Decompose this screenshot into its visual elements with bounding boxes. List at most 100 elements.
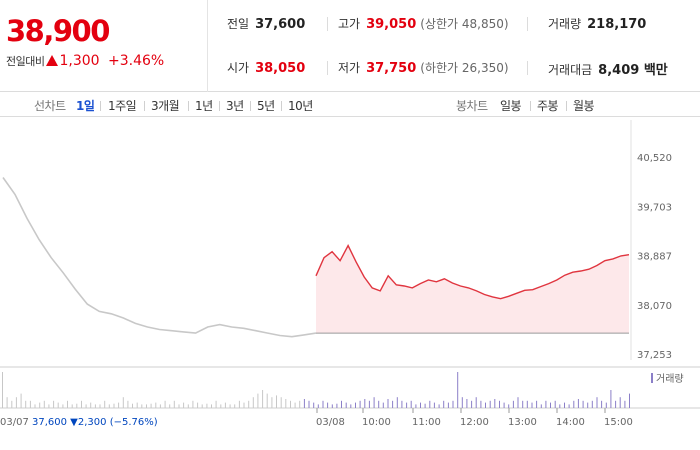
volume-bar [526,400,528,408]
volume-bar [43,400,45,408]
series-line-previous-day [2,177,317,338]
volume-legend-label: 거래량 [656,373,684,385]
volume-bar [238,400,240,408]
tab-1year[interactable]: 1년 [195,99,213,113]
volume-bar [67,400,68,408]
tab-daily-candle[interactable]: 일봉 [500,99,522,113]
tab-weekly-candle[interactable]: 주봉 [537,99,559,113]
volume-bar [280,397,282,408]
volume-bar [146,404,147,408]
volume-bar [624,400,626,408]
stat-label: 전일 [227,17,250,31]
prev-day-info: 03/07 37,600 ▼2,300 (−5.76%) [0,417,158,428]
y-tick-label: 39,703 [637,202,672,213]
stat-value: 38,050 [255,61,306,76]
change-row: 전일대비 1,300 +3.46% [6,53,164,69]
stat-value: 218,170 [587,17,647,32]
volume-bar [271,397,273,408]
volume-bar [415,404,417,408]
tab-1week[interactable]: 1주일 [108,99,137,113]
volume-bar [229,404,231,408]
volume-bar [224,402,226,408]
stat-value: 39,050 [366,17,417,32]
volume-bar [25,400,27,408]
stat-label: 저가 [338,61,361,75]
volume-bar [494,399,496,408]
volume-bar [331,404,333,408]
volume-bar [187,404,189,408]
volume-bar [517,397,519,408]
x-tick-label: 11:00 [412,417,441,428]
volume-bar [452,400,454,408]
y-tick-label: 38,070 [637,301,672,312]
stock-summary-panel: 38,900 전일대비 1,300 +3.46% 전일 37,600 고가 39,05… [0,0,700,92]
volume-bar [248,400,250,408]
volume-bar [104,400,106,408]
volume-bar [294,402,296,408]
volume-bar [596,397,598,408]
volume-bar [252,397,254,408]
volume-bar [355,402,356,408]
volume-bar [94,404,96,408]
volume-bar [308,400,310,408]
volume-bar [206,403,208,408]
volume-bar [178,404,180,408]
volume-bar [290,400,291,408]
volume-bar [582,400,584,408]
up-triangle-icon [46,55,59,66]
divider [281,101,282,111]
volume-bar [461,397,463,408]
volume-bar [164,400,166,408]
volume-bar [257,393,259,408]
volume-bar [132,403,133,408]
volume-bar [215,400,217,408]
current-price: 38,900 [6,14,110,48]
tab-3months[interactable]: 3개월 [151,99,180,113]
volume-bar [336,403,338,408]
volume-bar [601,400,603,408]
line-chart-title: 선차트 [34,99,66,113]
volume-bar [317,404,319,408]
volume-bar [485,402,486,408]
volume-bar [6,397,8,408]
divider [100,101,101,111]
x-tick-label: 15:00 [604,417,633,428]
volume-bar [285,399,287,408]
tab-monthly-candle[interactable]: 월봉 [573,99,595,113]
volume-bar [350,404,352,408]
stat-volume: 거래량 218,170 [548,15,646,32]
volume-bar [605,402,607,408]
volume-bar [568,404,570,408]
stat-amount: 거래대금 8,409 백만 [548,59,668,78]
volume-bar [127,400,129,408]
volume-bar [57,402,59,408]
stat-value: 37,750 [366,61,417,76]
volume-bar [587,402,589,408]
volume-bar [141,404,143,408]
volume-bar [150,403,152,408]
x-tick-label: 12:00 [460,417,489,428]
volume-bar [276,395,277,408]
volume-bar [512,400,514,408]
volume-bar [122,397,124,408]
tab-10years[interactable]: 10년 [288,99,313,113]
volume-bar [29,400,31,408]
tab-3years[interactable]: 3년 [226,99,244,113]
volume-bar [480,400,482,408]
current-price-box: 38,900 전일대비 1,300 +3.46% [0,0,208,92]
volume-bar [610,390,612,408]
prev-day-percent: (−5.76%) [110,417,158,428]
stat-low: 저가 37,750 (하한가 26,350) [338,59,509,76]
volume-bar [34,404,36,408]
volume-bar [573,400,575,408]
tab-5years[interactable]: 5년 [257,99,275,113]
stat-high: 고가 39,050 (상한가 48,850) [338,15,509,32]
stat-label: 고가 [338,17,361,31]
volume-bar [406,402,408,408]
volume-bar [197,402,199,408]
tab-1day[interactable]: 1일 [76,99,95,113]
x-tick-label: 14:00 [556,417,585,428]
change-value: 1,300 [59,53,100,69]
volume-bar [577,399,579,408]
divider [327,61,328,75]
